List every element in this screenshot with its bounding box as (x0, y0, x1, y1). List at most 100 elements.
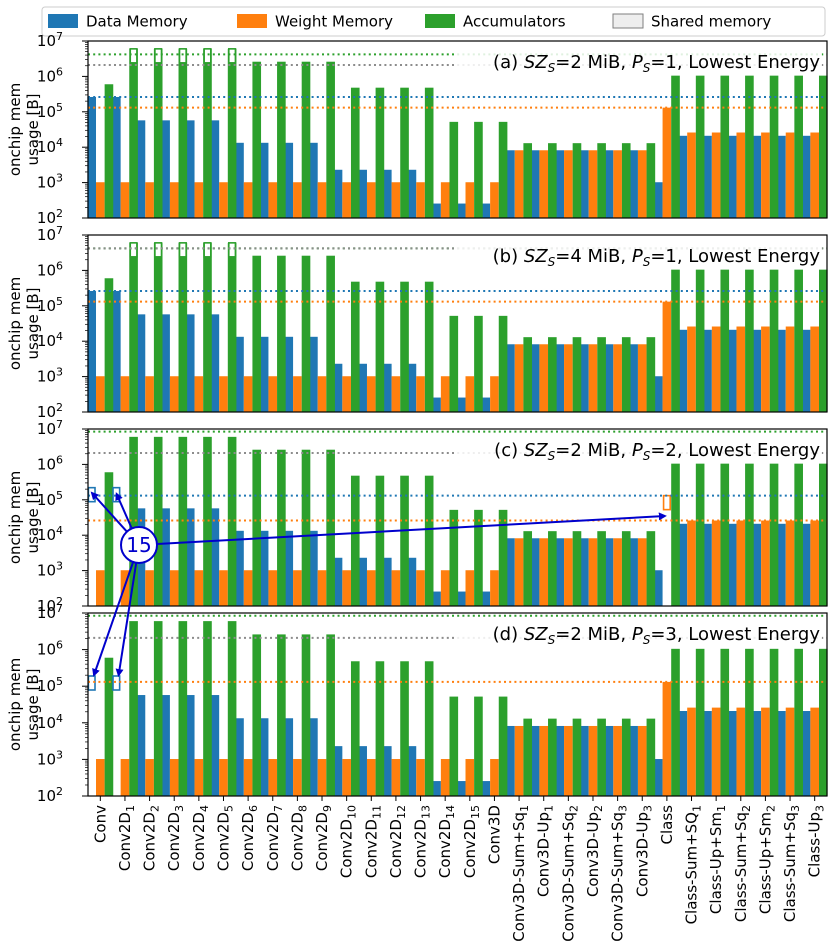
bar-weight-memory (391, 182, 401, 218)
bar-weight-memory (219, 182, 228, 218)
bar-data-memory (530, 150, 540, 218)
bar-data-memory (629, 538, 638, 606)
x-tick-label: Conv2D10 (338, 805, 359, 878)
title-sz-sub: S (548, 61, 556, 75)
x-tick-label-base: Class-Sum+Sq (781, 812, 799, 922)
x-tick-label-base: Conv2D (239, 812, 257, 871)
x-tick-label-sub: 2 (740, 805, 753, 812)
bar-data-memory (530, 344, 540, 412)
bar-data-memory (382, 363, 392, 412)
bar-weight-memory (514, 150, 524, 218)
bar-data-memory (752, 711, 762, 796)
y-tick-label: 107 (37, 224, 63, 244)
title-p-sub: S (643, 449, 651, 463)
bar-accumulators (350, 281, 360, 412)
bar-weight-memory (120, 376, 130, 412)
bar-weight-memory (761, 132, 770, 218)
title-mid: =2 MiB, (555, 440, 632, 461)
x-tick-label-sub: 12 (395, 805, 408, 819)
bar-weight-memory (268, 570, 278, 606)
x-tick-label: Conv3D-Sum+Sq3 (609, 805, 630, 942)
bar-accumulators (350, 475, 360, 606)
bar-accumulators (769, 463, 779, 606)
bar-accumulators (277, 255, 286, 412)
bar-weight-memory (194, 570, 204, 606)
y-tick-exponent: 5 (56, 489, 63, 502)
panel-title: (c) SZS=2 MiB, PS=2, Lowest Energy (494, 440, 820, 463)
bar-shared-memory (203, 48, 212, 64)
bar-shared-memory (129, 242, 138, 258)
legend-swatch (237, 14, 267, 28)
bar-accumulators (548, 718, 557, 796)
bar-data-memory (703, 135, 712, 218)
bar-weight-memory (416, 182, 425, 218)
x-tick-label: Class (658, 805, 676, 845)
x-tick-label-base: Conv (91, 805, 109, 843)
x-tick-label-sub: 15 (469, 805, 482, 819)
bar-weight-memory (366, 759, 376, 796)
title-sz: SZ (524, 440, 548, 461)
bar-weight-memory (514, 725, 524, 796)
x-tick-label-sub: 3 (789, 805, 802, 812)
bar-accumulators (646, 718, 656, 796)
bar-accumulators (252, 449, 262, 606)
x-tick-label: Class-Up+Sm1 (707, 805, 728, 914)
bar-data-memory (801, 329, 811, 412)
bar-data-memory (309, 530, 318, 606)
bar-data-memory (580, 344, 589, 412)
bar-accumulators (375, 281, 385, 412)
bar-accumulators (375, 661, 385, 796)
bar-accumulators (227, 48, 237, 218)
bar-weight-memory (416, 376, 425, 412)
x-tick-label-base: Class-Up (806, 812, 824, 877)
bar-accumulators (769, 75, 779, 218)
x-tick-label: Conv3D-Up1 (535, 805, 556, 897)
bar-data-memory (801, 135, 811, 218)
title-p-sub: S (643, 61, 651, 75)
x-tick-label-base: Conv3D (485, 805, 503, 864)
y-axis-label-line1: onchip mem (6, 277, 24, 370)
y-tick-exponent: 3 (56, 366, 63, 379)
bar-data-memory (555, 150, 565, 218)
legend-label: Weight Memory (275, 13, 393, 31)
bar-accumulators (695, 269, 705, 412)
bar-weight-memory (317, 759, 327, 796)
bar-weight-memory (342, 570, 351, 606)
y-tick-label: 107 (37, 602, 63, 622)
bar-data-memory (678, 711, 688, 796)
bar-data-memory (530, 538, 540, 606)
bar-data-memory (432, 591, 441, 606)
bar-data-memory (185, 508, 195, 606)
bar-accumulators (572, 337, 582, 412)
bar-data-memory (506, 538, 515, 606)
x-tick-label-base: Class-Sum+Sq (732, 812, 750, 922)
bar-accumulators (597, 337, 606, 412)
bar-accumulators (153, 621, 163, 796)
bar-weight-memory (785, 326, 795, 412)
title-sz-sub: S (548, 633, 556, 647)
bar-weight-memory (564, 538, 573, 606)
bar-weight-memory (366, 570, 376, 606)
bar-data-memory (309, 336, 318, 412)
bar-weight-memory (687, 132, 696, 218)
bar-weight-memory (293, 570, 302, 606)
title-sz: SZ (524, 52, 548, 73)
annotation-label: 15 (126, 533, 151, 557)
bar-accumulators (375, 475, 385, 606)
bar-accumulators (597, 143, 606, 218)
bar-accumulators (818, 75, 828, 218)
bar-data-memory (161, 120, 170, 218)
y-tick-label: 106 (37, 259, 63, 279)
bar-data-memory (629, 150, 638, 218)
bar-weight-memory (391, 759, 401, 796)
bar-data-memory (777, 329, 786, 412)
bar-accumulators (375, 87, 385, 219)
bar-weight-memory (416, 759, 425, 796)
bar-data-memory (407, 746, 417, 796)
x-tick-label-base: Class-Sum+SQ (683, 812, 701, 924)
y-tick-exponent: 5 (56, 295, 63, 308)
x-tick-label: Conv (91, 805, 109, 843)
bar-weight-memory (366, 376, 376, 412)
bar-accumulators (671, 648, 680, 796)
